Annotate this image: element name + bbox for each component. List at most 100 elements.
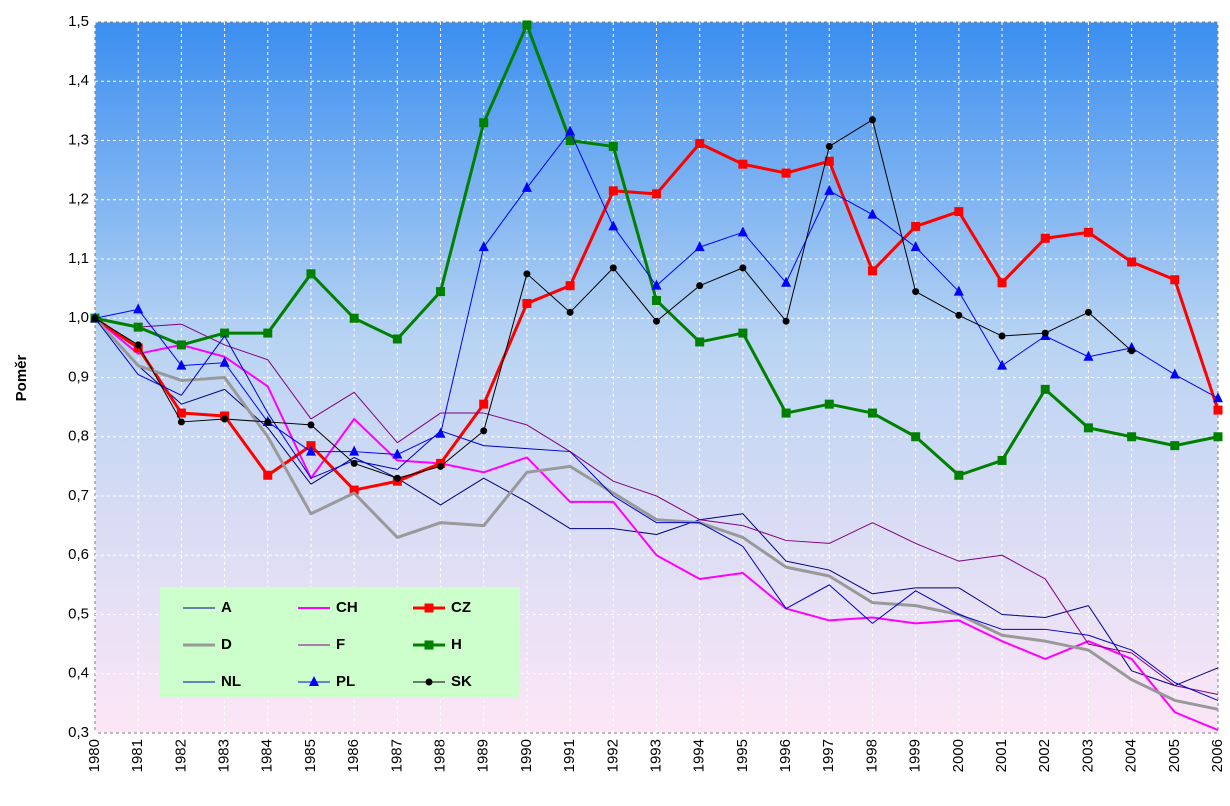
marker bbox=[824, 156, 834, 166]
marker bbox=[1083, 227, 1093, 237]
marker bbox=[349, 445, 360, 456]
marker bbox=[305, 445, 316, 456]
y-axis-label: Poměr bbox=[13, 354, 30, 401]
x-tick-label: 1992 bbox=[604, 739, 621, 772]
marker bbox=[436, 287, 446, 297]
series-line bbox=[94, 317, 1219, 695]
x-tick-label: 2001 bbox=[993, 739, 1010, 772]
legend-label: CZ bbox=[451, 599, 471, 616]
marker bbox=[565, 136, 575, 145]
x-tick-label: 1985 bbox=[302, 739, 319, 772]
legend-label: PL bbox=[336, 673, 355, 690]
x-tick-label: 1988 bbox=[432, 739, 449, 772]
y-tick-label: 0,7 bbox=[68, 487, 89, 504]
x-tick-label: 1990 bbox=[518, 739, 535, 772]
x-tick-label: 1991 bbox=[561, 739, 578, 772]
series-line bbox=[94, 317, 1219, 701]
marker bbox=[1169, 368, 1180, 379]
marker bbox=[307, 421, 315, 429]
legend-label: CH bbox=[336, 599, 358, 616]
marker bbox=[867, 266, 877, 276]
y-tick-label: 1,2 bbox=[68, 191, 89, 208]
series-line bbox=[93, 317, 1219, 711]
y-tick-label: 1,1 bbox=[68, 250, 89, 267]
marker bbox=[652, 295, 661, 305]
marker bbox=[954, 207, 964, 217]
marker bbox=[998, 332, 1006, 340]
marker bbox=[955, 311, 963, 319]
marker bbox=[781, 168, 791, 178]
marker bbox=[1127, 432, 1137, 442]
marker bbox=[220, 328, 230, 338]
marker bbox=[424, 640, 434, 650]
marker bbox=[652, 189, 661, 199]
marker bbox=[133, 303, 144, 314]
x-tick-label: 2003 bbox=[1079, 739, 1096, 772]
y-tick-label: 1,3 bbox=[68, 131, 89, 148]
marker bbox=[306, 269, 316, 279]
y-tick-label: 1,5 bbox=[68, 13, 89, 30]
marker bbox=[997, 455, 1007, 465]
marker bbox=[1213, 392, 1223, 403]
marker bbox=[824, 184, 835, 195]
x-tick-label: 1998 bbox=[863, 739, 880, 772]
y-tick-label: 0,4 bbox=[68, 665, 89, 682]
marker bbox=[739, 264, 747, 272]
marker bbox=[1128, 347, 1136, 355]
marker bbox=[1083, 423, 1093, 433]
y-tick-label: 0,3 bbox=[68, 724, 89, 741]
marker bbox=[738, 159, 748, 169]
y-tick-label: 0,6 bbox=[68, 546, 89, 563]
marker bbox=[695, 337, 705, 347]
marker bbox=[134, 341, 142, 349]
marker bbox=[781, 408, 791, 418]
x-tick-label: 1986 bbox=[345, 739, 362, 772]
marker bbox=[695, 138, 705, 148]
marker bbox=[264, 418, 272, 426]
marker bbox=[176, 359, 187, 370]
marker bbox=[478, 241, 489, 252]
x-tick-label: 1994 bbox=[691, 739, 708, 772]
marker bbox=[349, 485, 359, 495]
legend-label: NL bbox=[221, 673, 241, 690]
x-tick-label: 1989 bbox=[475, 739, 492, 772]
marker bbox=[608, 141, 618, 151]
x-tick-label: 1982 bbox=[172, 739, 189, 772]
marker bbox=[1041, 329, 1049, 337]
x-tick-label: 1987 bbox=[388, 739, 405, 772]
legend-label: A bbox=[221, 599, 232, 616]
legend: A CH CZ D F H NL PL SK bbox=[160, 587, 520, 697]
marker bbox=[309, 676, 319, 686]
marker bbox=[651, 279, 662, 290]
x-tick-label: 2000 bbox=[950, 739, 967, 772]
x-tick-label: 1984 bbox=[259, 739, 276, 772]
marker bbox=[480, 427, 488, 435]
marker bbox=[219, 356, 230, 367]
marker bbox=[565, 281, 575, 291]
marker bbox=[565, 125, 576, 136]
marker bbox=[867, 408, 877, 418]
x-tick-label: 1980 bbox=[86, 739, 103, 772]
marker bbox=[392, 448, 403, 459]
marker bbox=[177, 418, 185, 426]
marker bbox=[824, 399, 834, 409]
marker bbox=[523, 270, 531, 278]
marker bbox=[522, 298, 532, 308]
legend-label: D bbox=[221, 636, 232, 653]
marker bbox=[825, 142, 833, 150]
marker bbox=[263, 470, 273, 480]
marker bbox=[608, 186, 618, 196]
marker bbox=[263, 328, 273, 338]
x-tick-label: 1997 bbox=[820, 739, 837, 772]
marker bbox=[609, 264, 617, 272]
legend-box bbox=[160, 587, 520, 697]
marker bbox=[221, 415, 229, 423]
marker bbox=[566, 308, 574, 316]
marker bbox=[954, 470, 964, 480]
marker bbox=[694, 241, 705, 252]
marker bbox=[176, 408, 186, 418]
marker bbox=[997, 359, 1008, 370]
marker bbox=[133, 322, 143, 332]
y-tick-label: 1,4 bbox=[68, 72, 89, 89]
marker bbox=[392, 334, 402, 344]
